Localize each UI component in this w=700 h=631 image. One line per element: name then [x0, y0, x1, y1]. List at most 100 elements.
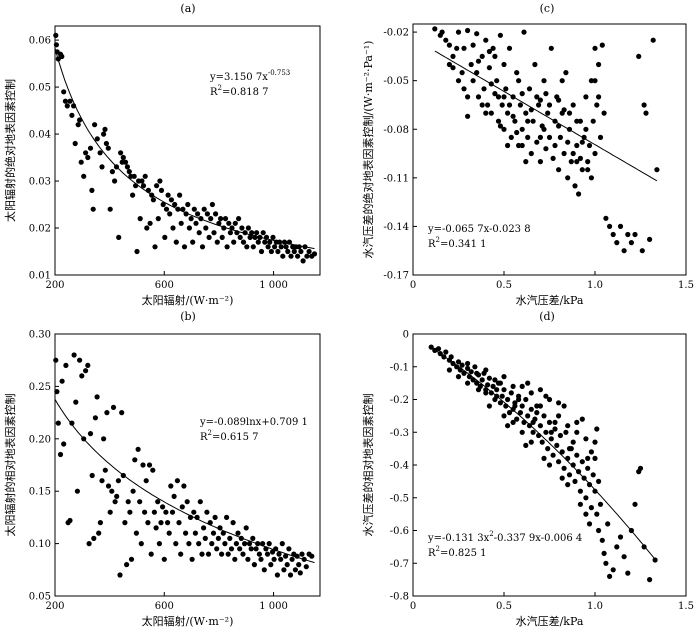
data-point [77, 357, 83, 363]
data-point [528, 406, 534, 412]
data-point [594, 511, 600, 517]
data-point [178, 551, 184, 557]
data-point [495, 118, 502, 124]
fit-equation: y=-0.131 3x2-0.337 9x-0.006 4 [427, 530, 582, 544]
data-point [523, 159, 529, 165]
data-point [109, 169, 115, 175]
data-point [470, 42, 476, 48]
data-point [576, 191, 582, 197]
data-point [563, 429, 569, 435]
data-point [107, 509, 113, 515]
data-point [501, 387, 507, 393]
data-point [233, 541, 239, 547]
data-point [285, 248, 291, 255]
data-point [90, 206, 96, 212]
data-point [534, 410, 540, 416]
data-point [475, 94, 482, 100]
data-point [278, 556, 284, 562]
data-point [543, 429, 549, 435]
data-point [499, 393, 505, 399]
data-point [599, 537, 605, 543]
data-point [258, 556, 264, 562]
data-point [196, 230, 202, 236]
panel-c: (c) 0 0.5 1.0 1.5 -0.02 -0.05 -0.08 -0.11 -0.14 -0… [361, 2, 694, 307]
data-point [91, 535, 97, 542]
data-point [459, 362, 465, 368]
data-point [209, 201, 215, 208]
data-point [495, 94, 502, 100]
r-squared-value: =0.615 7 [212, 432, 259, 443]
data-point [499, 102, 505, 108]
data-point [261, 567, 267, 573]
data-point [251, 562, 257, 568]
data-point [188, 216, 194, 222]
data-point [102, 126, 108, 132]
data-point [514, 70, 520, 76]
y-tick-label: -0.8 [390, 592, 409, 603]
x-tick-label: 600 [155, 601, 174, 612]
x-tick-label: 0.5 [496, 601, 512, 612]
data-point [142, 173, 148, 179]
data-point [505, 110, 511, 116]
data-point [171, 493, 177, 499]
data-point [519, 383, 525, 389]
data-point [607, 573, 613, 580]
data-point [559, 78, 565, 84]
plot-frame [54, 25, 321, 276]
data-point [545, 446, 551, 452]
data-point [577, 155, 584, 161]
y-tick-label: -0.05 [383, 76, 409, 87]
data-point [210, 530, 217, 536]
data-point [488, 110, 494, 116]
data-point [552, 426, 558, 432]
data-point [222, 216, 229, 222]
data-point [585, 465, 591, 471]
data-point [69, 112, 75, 118]
data-point [173, 239, 179, 245]
data-point [579, 459, 585, 465]
r-squared: R2=0.818 7 [210, 84, 269, 98]
data-point [291, 248, 297, 255]
data-point [541, 126, 547, 132]
data-point [236, 216, 242, 222]
data-point [237, 546, 243, 552]
data-point [641, 102, 647, 108]
data-point [300, 258, 306, 264]
data-point [528, 439, 534, 445]
data-point [592, 488, 598, 494]
data-point [556, 413, 562, 419]
data-point [67, 98, 73, 104]
data-point [501, 126, 507, 132]
y-tick-label: 0.30 [29, 330, 51, 341]
data-point [96, 530, 102, 536]
data-point [528, 150, 534, 157]
data-point [89, 472, 95, 479]
y-tick-label: -0.02 [383, 28, 409, 39]
data-point [583, 511, 589, 517]
data-point [191, 206, 197, 212]
data-point [298, 248, 304, 255]
data-point [501, 413, 507, 419]
data-point [510, 383, 516, 389]
data-point [541, 455, 547, 461]
data-point [67, 517, 73, 524]
data-point [556, 167, 562, 173]
data-point [479, 377, 485, 383]
data-point [485, 102, 491, 108]
data-point [614, 544, 620, 550]
data-point [245, 225, 251, 231]
y-tick-label: -0.3 [390, 428, 409, 439]
data-point [144, 225, 150, 231]
data-point [248, 546, 254, 552]
data-point [574, 159, 580, 165]
data-point [145, 520, 151, 526]
data-point [195, 211, 201, 217]
y-tick-label: -0.2 [390, 395, 409, 406]
data-point [280, 253, 286, 259]
data-point [586, 142, 593, 149]
data-point [97, 150, 103, 156]
data-point [583, 495, 589, 501]
data-point [579, 139, 585, 145]
data-point [639, 248, 645, 254]
data-point [516, 396, 522, 403]
